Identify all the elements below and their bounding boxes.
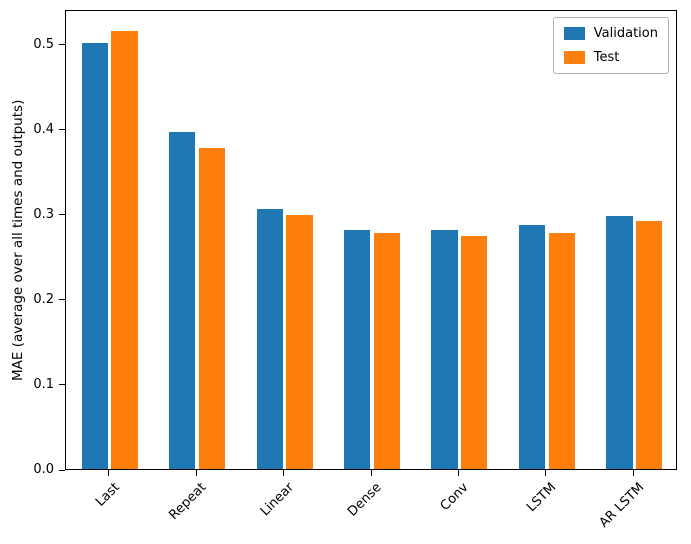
x-tick-mark [195, 470, 197, 476]
bar-validation-linear [256, 208, 283, 469]
legend-label: Test [593, 50, 620, 65]
x-tick-label: Conv [438, 480, 473, 514]
x-tick-mark [545, 470, 547, 476]
legend-label: Validation [593, 26, 658, 41]
y-tick-mark [59, 44, 65, 46]
bar-validation-last [81, 43, 108, 469]
bar-validation-dense [344, 230, 371, 469]
x-tick-mark [457, 470, 459, 476]
x-tick-label: AR LSTM [596, 480, 647, 531]
y-tick-label: 0.2 [33, 291, 54, 307]
bar-test-linear [286, 214, 313, 469]
y-tick-label: 0.5 [33, 36, 54, 52]
bar-validation-conv [431, 230, 458, 469]
y-tick-mark [59, 384, 65, 386]
y-tick-label: 0.4 [33, 121, 54, 137]
x-tick-label: Dense [344, 480, 385, 520]
bar-validation-repeat [169, 132, 196, 469]
y-tick-label: 0.0 [33, 462, 54, 477]
bar-test-dense [373, 233, 400, 469]
y-tick-mark [59, 214, 65, 216]
y-axis-label: MAE (average over all times and outputs) [10, 99, 26, 381]
x-tick-label: LSTM [524, 480, 560, 516]
bar-test-conv [461, 236, 488, 469]
x-tick-mark [370, 470, 372, 476]
legend-item-test: Test [563, 50, 658, 65]
x-tick-label: Linear [258, 480, 298, 520]
bar-validation-lstm [518, 224, 546, 469]
legend-item-validation: Validation [563, 26, 658, 41]
plot-area: Validation Test [65, 10, 677, 470]
bar-validation-ar-lstm [606, 215, 633, 469]
bar-test-lstm [548, 233, 575, 469]
x-tick-label: Repeat [166, 480, 210, 523]
bar-test-repeat [198, 148, 226, 469]
y-tick-mark [59, 299, 65, 301]
y-tick-label: 0.3 [33, 206, 54, 222]
x-tick-label: Last [92, 480, 123, 510]
test-color-swatch [563, 51, 585, 64]
y-tick-mark [59, 129, 65, 131]
x-tick-mark [632, 470, 634, 476]
legend: Validation Test [552, 17, 669, 74]
x-tick-mark [283, 470, 285, 476]
bar-test-ar-lstm [636, 220, 663, 469]
y-tick-label: 0.1 [33, 376, 54, 392]
bar-test-last [111, 31, 138, 469]
x-tick-mark [108, 470, 110, 476]
validation-color-swatch [563, 27, 585, 40]
y-tick-mark [59, 469, 65, 471]
